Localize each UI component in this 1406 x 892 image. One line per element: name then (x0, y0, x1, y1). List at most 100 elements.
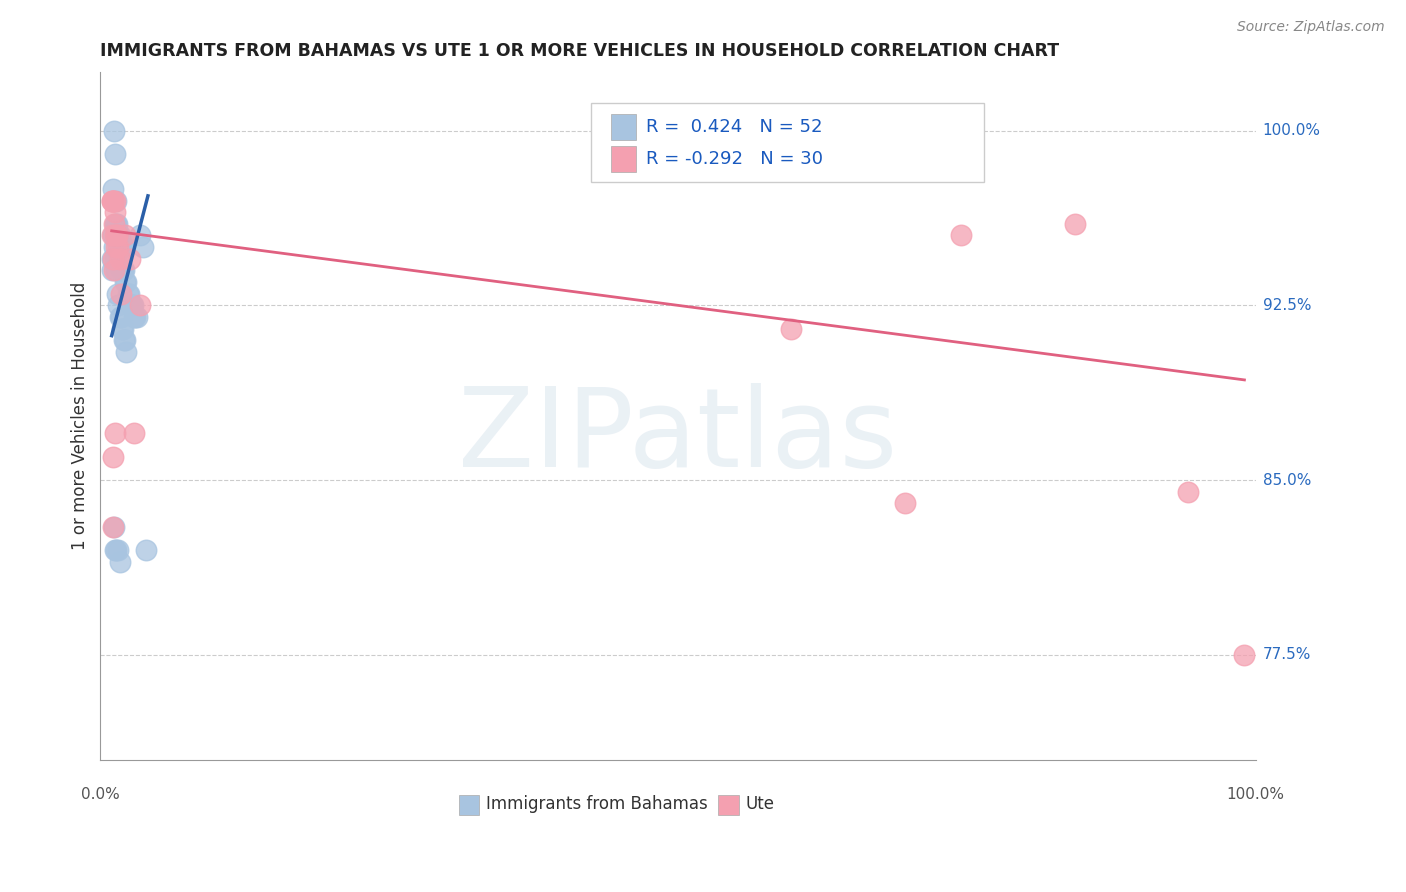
Text: 100.0%: 100.0% (1263, 123, 1320, 138)
Point (112, 240, 135, 254)
FancyBboxPatch shape (612, 146, 637, 172)
Point (105, 228, 128, 243)
Point (118, 252, 141, 266)
Text: IMMIGRANTS FROM BAHAMAS VS UTE 1 OR MORE VEHICLES IN HOUSEHOLD CORRELATION CHART: IMMIGRANTS FROM BAHAMAS VS UTE 1 OR MORE… (100, 42, 1060, 60)
Point (111, 263, 134, 277)
Point (112, 334, 135, 348)
Point (105, 263, 128, 277)
Point (107, 298, 129, 312)
Point (114, 228, 136, 243)
Point (114, 334, 136, 348)
Point (108, 228, 131, 243)
Point (132, 240, 155, 254)
Point (101, 228, 124, 243)
FancyBboxPatch shape (612, 113, 637, 140)
Point (104, 194, 127, 208)
Point (124, 426, 146, 441)
Point (112, 263, 135, 277)
Point (100, 194, 122, 208)
Point (124, 310, 146, 324)
Point (105, 228, 128, 243)
Point (110, 286, 132, 301)
Point (100, 194, 122, 208)
Point (115, 345, 138, 359)
Point (104, 205, 127, 219)
Point (104, 147, 127, 161)
Text: 92.5%: 92.5% (1263, 298, 1312, 313)
Point (101, 194, 124, 208)
Point (780, 321, 803, 335)
Text: R = -0.292   N = 30: R = -0.292 N = 30 (645, 150, 823, 168)
Point (1177, 484, 1199, 499)
Point (111, 321, 134, 335)
Point (107, 228, 129, 243)
Point (129, 228, 152, 243)
Point (108, 555, 131, 569)
Point (105, 543, 128, 558)
Point (111, 321, 134, 335)
FancyBboxPatch shape (458, 796, 479, 814)
Point (103, 519, 125, 533)
Point (110, 263, 132, 277)
Point (103, 263, 125, 277)
Point (118, 298, 141, 312)
Text: R =  0.424   N = 52: R = 0.424 N = 52 (645, 118, 823, 136)
Point (104, 543, 127, 558)
Point (104, 252, 127, 266)
Text: Ute: Ute (745, 796, 775, 814)
Point (103, 123, 125, 137)
Point (135, 543, 157, 558)
Point (105, 217, 128, 231)
Point (105, 286, 128, 301)
Point (111, 263, 134, 277)
Point (101, 450, 124, 464)
Point (1233, 648, 1256, 662)
Text: 100.0%: 100.0% (1227, 788, 1285, 803)
Point (110, 310, 132, 324)
Point (124, 310, 146, 324)
Point (115, 275, 138, 289)
Point (121, 298, 143, 312)
Point (100, 228, 122, 243)
Point (118, 286, 141, 301)
Y-axis label: 1 or more Vehicles in Household: 1 or more Vehicles in Household (72, 282, 89, 550)
Point (100, 252, 122, 266)
Point (104, 217, 127, 231)
Point (108, 252, 131, 266)
Point (108, 310, 131, 324)
Point (950, 228, 973, 243)
Point (107, 543, 129, 558)
Point (122, 298, 145, 312)
Point (108, 252, 131, 266)
Point (105, 194, 128, 208)
Text: 85.0%: 85.0% (1263, 473, 1310, 488)
Text: 0.0%: 0.0% (82, 788, 120, 803)
FancyBboxPatch shape (718, 796, 740, 814)
Point (100, 263, 122, 277)
Text: 77.5%: 77.5% (1263, 648, 1310, 662)
Text: Immigrants from Bahamas: Immigrants from Bahamas (486, 796, 709, 814)
Point (129, 298, 152, 312)
Point (101, 194, 124, 208)
Point (893, 496, 915, 510)
Point (120, 298, 142, 312)
Point (111, 240, 134, 254)
Point (114, 275, 136, 289)
Point (101, 182, 124, 196)
Point (110, 240, 132, 254)
Point (103, 240, 125, 254)
Point (104, 228, 127, 243)
Text: ZIPatlas: ZIPatlas (458, 384, 897, 490)
Point (104, 426, 127, 441)
Point (105, 217, 128, 231)
Point (125, 310, 148, 324)
Point (107, 240, 129, 254)
FancyBboxPatch shape (592, 103, 984, 182)
Point (105, 228, 128, 243)
Point (105, 240, 128, 254)
Point (117, 286, 139, 301)
Point (103, 217, 125, 231)
Point (101, 252, 124, 266)
Point (1063, 217, 1085, 231)
Point (101, 519, 124, 533)
